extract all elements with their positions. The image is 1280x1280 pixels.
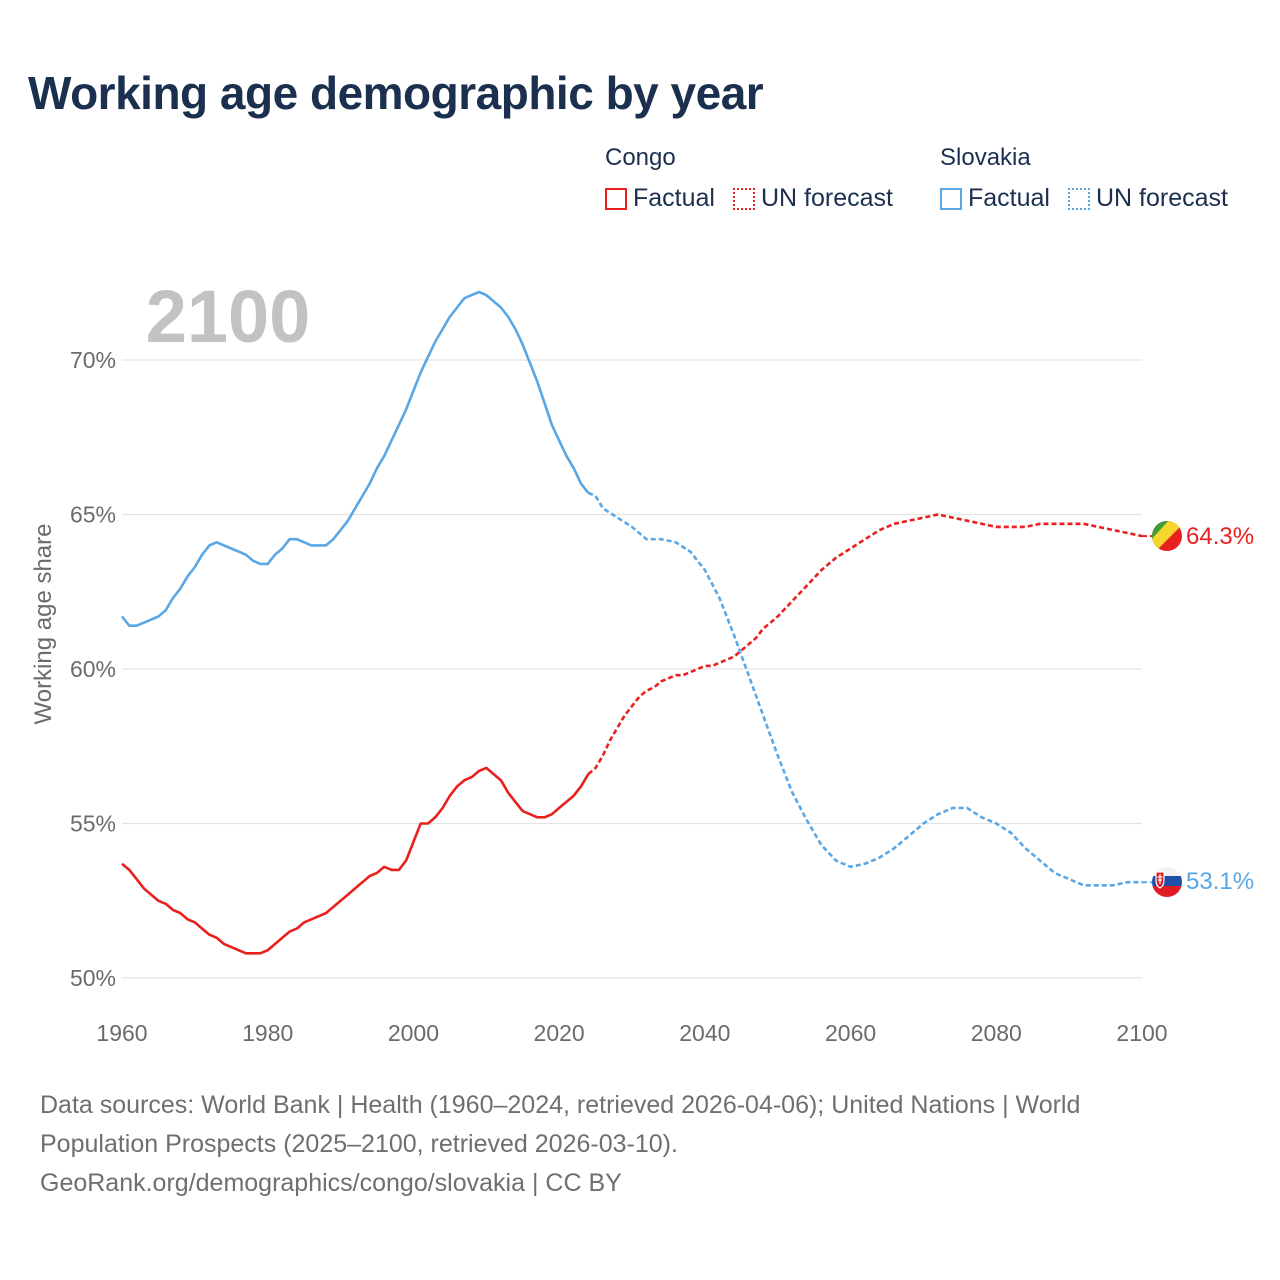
end-label-congo: 64.3%	[1186, 523, 1254, 550]
legend-group-slovakia: Slovakia Factual UN forecast	[940, 144, 1228, 213]
y-tick-label: 55%	[70, 811, 116, 837]
y-tick-label: 65%	[70, 502, 116, 528]
legend-slovakia-factual[interactable]: Factual	[940, 184, 1050, 213]
legend-swatch-slovakia-factual	[940, 187, 962, 210]
congo-flag-icon	[1152, 521, 1182, 551]
line-congo-factual[interactable]	[121, 766, 590, 955]
source-line-2: Population Prospects (2025–2100, retriev…	[40, 1130, 678, 1158]
legend-slovakia-forecast[interactable]: UN forecast	[1067, 184, 1228, 213]
legend-group-congo: Congo Factual UN forecast	[605, 144, 893, 213]
slovakia-flag-icon	[1152, 867, 1182, 897]
y-tick-label: 50%	[70, 965, 116, 991]
legend-swatch-slovakia-forecast	[1067, 187, 1090, 210]
y-axis-ticks: 50% 55% 60% 65% 70%	[70, 347, 116, 991]
source-line-1: Data sources: World Bank | Health (1960–…	[40, 1091, 1081, 1119]
x-tick-label: 2080	[971, 1020, 1022, 1046]
line-slovakia-factual[interactable]	[120, 290, 590, 628]
legend-congo-factual[interactable]: Factual	[605, 184, 715, 213]
legend-label-congo-forecast: UN forecast	[760, 184, 893, 212]
data-source-note: Data sources: World Bank | Health (1960–…	[40, 1086, 1200, 1203]
x-tick-label: 2020	[534, 1020, 585, 1046]
legend-congo-forecast[interactable]: UN forecast	[732, 184, 893, 213]
x-tick-label: 2060	[825, 1020, 876, 1046]
legend-swatch-congo-factual	[605, 187, 627, 210]
line-chart: 50% 55% 60% 65% 70% 1960 1980 2000 2020 2040 2060…	[30, 275, 1254, 1046]
x-tick-label: 2100	[1116, 1020, 1167, 1046]
legend-title-congo: Congo	[605, 144, 676, 171]
year-watermark: 2100	[146, 275, 311, 358]
x-tick-label: 2040	[679, 1020, 730, 1046]
x-tick-label: 1980	[242, 1020, 293, 1046]
end-label-slovakia: 53.1%	[1186, 868, 1254, 895]
legend-label-congo-factual: Factual	[633, 184, 715, 212]
line-congo-forecast[interactable]	[587, 513, 1143, 776]
source-line-3[interactable]: GeoRank.org/demographics/congo/slovakia …	[40, 1169, 622, 1197]
y-tick-label: 60%	[70, 656, 116, 682]
gridlines	[122, 359, 1142, 979]
x-tick-label: 2000	[388, 1020, 439, 1046]
y-tick-label: 70%	[70, 347, 116, 373]
legend-label-slovakia-forecast: UN forecast	[1095, 184, 1228, 212]
legend-title-slovakia: Slovakia	[940, 144, 1031, 171]
legend-label-slovakia-factual: Factual	[968, 184, 1050, 212]
legend-swatch-congo-forecast	[732, 187, 755, 210]
series-lines	[120, 290, 1152, 955]
chart-title: Working age demographic by year	[28, 67, 764, 119]
line-slovakia-forecast[interactable]	[587, 491, 1142, 887]
x-tick-label: 1960	[96, 1020, 147, 1046]
y-axis-title: Working age share	[30, 524, 57, 725]
x-axis-ticks: 1960 1980 2000 2020 2040 2060 2080 2100	[96, 1020, 1167, 1046]
